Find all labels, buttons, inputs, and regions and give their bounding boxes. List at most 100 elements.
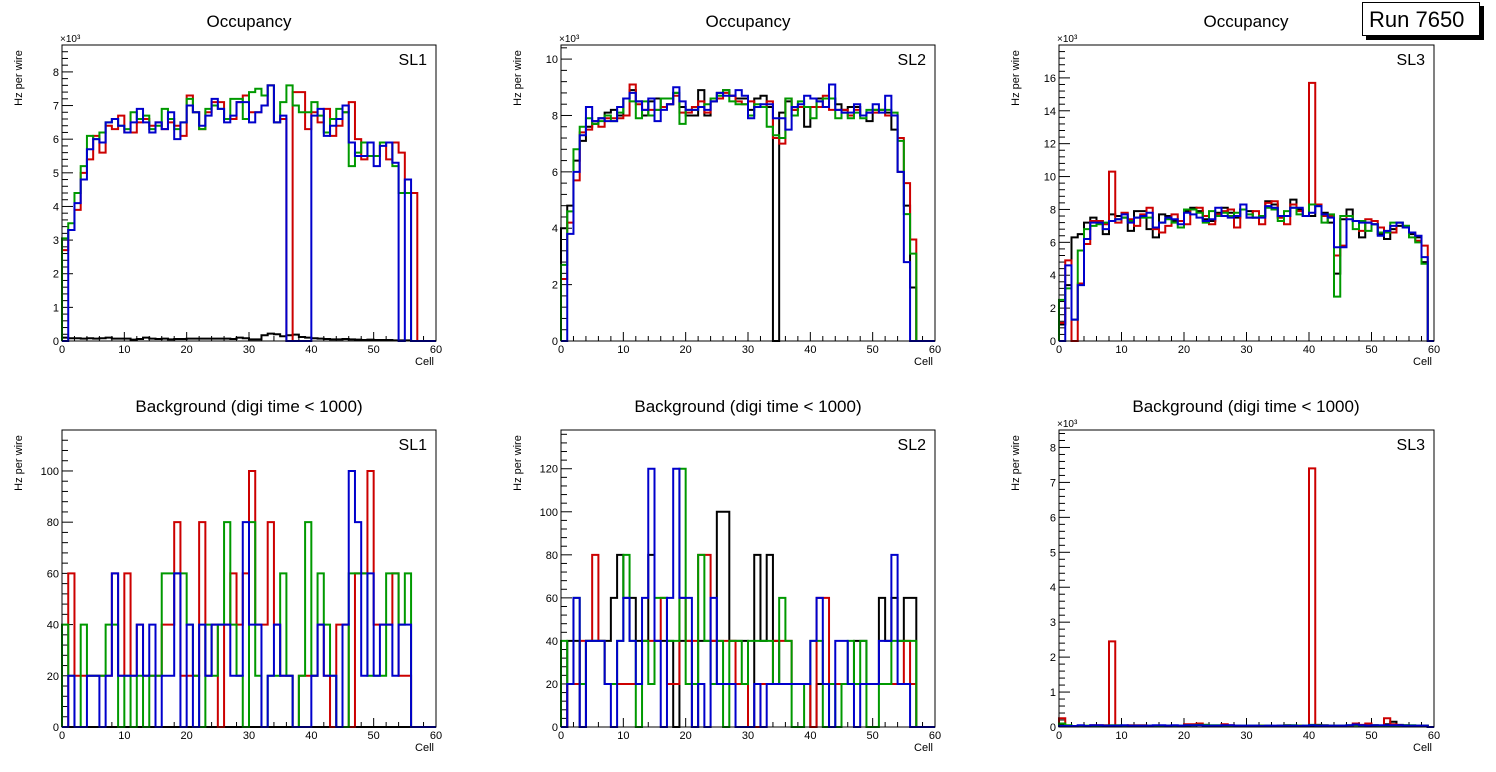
x-tick-label: 50 (1365, 344, 1377, 356)
superlayer-label: SL1 (399, 52, 428, 69)
x-tick-label: 0 (558, 730, 564, 742)
x-tick-label: 20 (680, 344, 692, 356)
plot-frame (61, 44, 437, 342)
x-tick-label: 30 (742, 344, 754, 356)
y-multiplier-label: ×10³ (1057, 34, 1078, 45)
y-tick-label: 10 (1044, 172, 1056, 184)
y-tick-label: 4 (1050, 270, 1056, 282)
plot-frame (1058, 44, 1435, 342)
x-tick-label: 40 (1303, 344, 1315, 356)
x-tick-label: 20 (1178, 344, 1190, 356)
x-tick-label: 50 (1365, 730, 1377, 742)
x-tick-label: 30 (243, 344, 255, 356)
panel-title: Background (digi time < 1000) (135, 397, 362, 416)
y-tick-label: 8 (53, 67, 59, 79)
x-tick-label: 30 (1240, 730, 1252, 742)
y-tick-label: 7 (1050, 477, 1056, 489)
y-tick-label: 0 (53, 722, 59, 734)
y-tick-label: 7 (53, 101, 59, 113)
y-tick-label: 0 (53, 336, 59, 348)
plot-frame (560, 429, 936, 728)
panel-title: Occupancy (1203, 12, 1289, 31)
histogram-series-green (560, 89, 935, 342)
histogram-series-red (1058, 467, 1434, 728)
plot-frame (1058, 429, 1435, 728)
panel-title: Background (digi time < 1000) (634, 397, 861, 416)
x-tick-label: 20 (181, 730, 193, 742)
run-label-box: Run 7650 (1362, 2, 1480, 36)
x-tick-label: 30 (742, 730, 754, 742)
y-tick-label: 1 (53, 302, 59, 314)
x-tick-label: 10 (1115, 344, 1127, 356)
plot-frame (560, 44, 936, 342)
x-tick-label: 20 (1178, 730, 1190, 742)
y-tick-label: 0 (1050, 336, 1056, 348)
y-tick-label: 2 (552, 280, 558, 292)
superlayer-label: SL3 (1397, 437, 1426, 454)
y-tick-label: 20 (546, 679, 558, 691)
y-tick-label: 0 (552, 722, 558, 734)
y-tick-label: 80 (546, 550, 558, 562)
histogram-panel-6: Background (digi time < 1000) Hz per wire… (1010, 397, 1440, 754)
y-tick-label: 60 (47, 568, 59, 580)
x-tick-label: 0 (558, 344, 564, 356)
x-tick-label: 10 (1115, 730, 1127, 742)
x-tick-label: 60 (1428, 730, 1440, 742)
x-axis-label: Cell (1413, 356, 1432, 368)
x-axis-label: Cell (914, 742, 933, 754)
x-tick-label: 30 (243, 730, 255, 742)
superlayer-label: SL1 (399, 437, 428, 454)
histogram-series-blue (561, 467, 935, 728)
y-tick-label: 120 (540, 464, 558, 476)
x-tick-label: 10 (118, 344, 130, 356)
x-tick-label: 10 (118, 730, 130, 742)
y-tick-label: 0 (552, 336, 558, 348)
y-axis-label: Hz per wire (13, 50, 25, 106)
x-tick-label: 40 (804, 344, 816, 356)
y-tick-label: 2 (1050, 303, 1056, 315)
x-tick-label: 20 (680, 730, 692, 742)
y-axis-label: Hz per wire (512, 435, 524, 491)
y-tick-label: 4 (552, 223, 558, 235)
y-tick-label: 40 (47, 620, 59, 632)
y-tick-label: 6 (53, 134, 59, 146)
y-tick-label: 1 (1050, 687, 1056, 699)
x-axis-label: Cell (914, 356, 933, 368)
run-number-label: Run 7650 (1369, 7, 1465, 32)
y-tick-label: 80 (47, 517, 59, 529)
y-tick-label: 3 (1050, 617, 1056, 629)
x-tick-label: 50 (368, 344, 380, 356)
x-tick-label: 40 (305, 344, 317, 356)
x-tick-label: 50 (368, 730, 380, 742)
histogram-series-blue (1058, 723, 1434, 728)
superlayer-label: SL2 (898, 52, 927, 69)
histogram-panel-5: Background (digi time < 1000) Hz per wire… (512, 397, 941, 754)
y-tick-label: 10 (546, 54, 558, 66)
x-tick-label: 10 (617, 730, 629, 742)
y-tick-label: 60 (546, 593, 558, 605)
x-tick-label: 60 (929, 730, 941, 742)
y-tick-label: 8 (1050, 442, 1056, 454)
x-axis-label: Cell (415, 356, 434, 368)
x-tick-label: 60 (430, 730, 442, 742)
y-tick-label: 6 (1050, 237, 1056, 249)
y-tick-label: 4 (53, 201, 59, 213)
histogram-series-blue (1059, 203, 1434, 342)
histogram-series-black (61, 332, 436, 342)
histogram-series-green (61, 521, 436, 728)
x-tick-label: 40 (804, 730, 816, 742)
histogram-series-black (560, 89, 935, 342)
y-tick-label: 5 (1050, 547, 1056, 559)
y-axis-label: Hz per wire (13, 435, 25, 491)
histogram-panel-4: Background (digi time < 1000) Hz per wire… (13, 397, 442, 754)
y-tick-label: 3 (53, 235, 59, 247)
y-axis-label: Hz per wire (1010, 50, 1022, 106)
x-tick-label: 0 (1056, 730, 1062, 742)
y-tick-label: 8 (552, 110, 558, 122)
x-tick-label: 60 (929, 344, 941, 356)
y-tick-label: 4 (1050, 582, 1056, 594)
y-tick-label: 6 (1050, 512, 1056, 524)
x-tick-label: 60 (430, 344, 442, 356)
